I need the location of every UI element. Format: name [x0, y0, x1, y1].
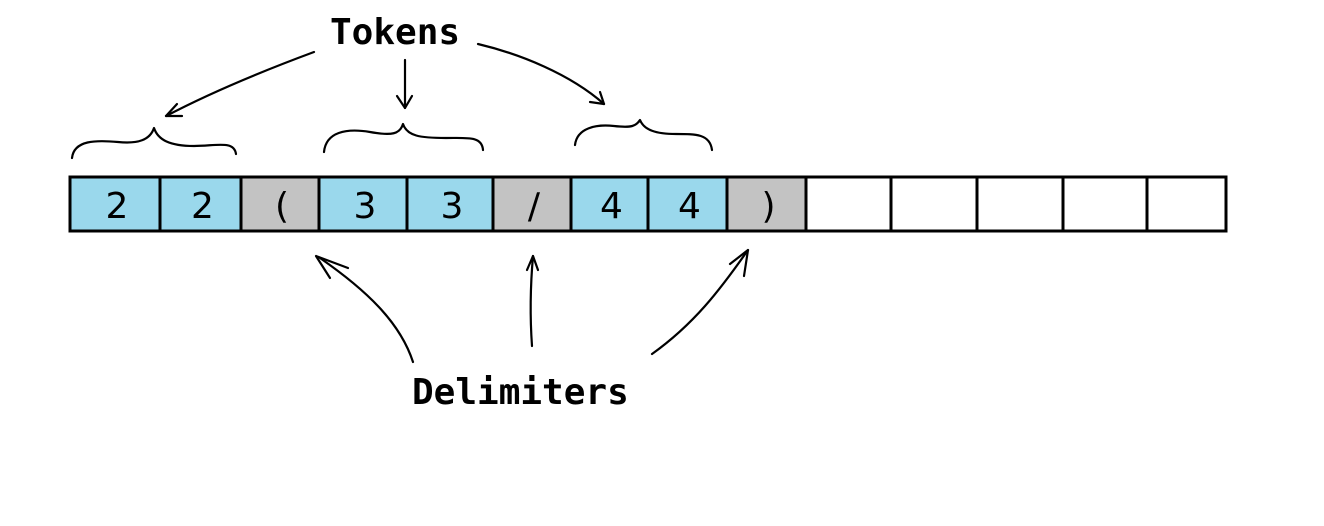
cell-empty: [1061, 175, 1149, 233]
brace-token-group-2: [322, 122, 485, 154]
arrow-tokens-to-group-3: [476, 42, 606, 106]
cell-token-text: 2: [106, 186, 129, 227]
cell-token: [646, 175, 729, 233]
cell-token-text: 4: [600, 186, 623, 227]
arrowhead-delim-close-paren: [728, 248, 750, 278]
cell-delimiter: [725, 175, 808, 233]
arrowhead-tokens-group-3: [588, 90, 606, 106]
cell-delimiter: [239, 175, 321, 233]
cell-empty: [975, 175, 1065, 233]
cell-token: [569, 175, 650, 233]
cell-token-text: 2: [191, 186, 214, 227]
cell-delimiter-text: /: [528, 186, 541, 227]
brace-token-group-1: [70, 126, 238, 160]
tokens-label: Tokens: [330, 12, 461, 53]
arrow-delim-to-slash: [529, 254, 535, 348]
arrowhead-delim-open-paren: [314, 254, 350, 280]
cell-empty: [804, 175, 893, 233]
cell-token: [68, 175, 162, 233]
delimiters-label: Delimiters: [412, 372, 629, 413]
cell-token-text: 3: [354, 186, 377, 227]
cell-token: [158, 175, 243, 233]
cell-token-text: 3: [441, 186, 464, 227]
buffer-cells: 2 2 (3 3 / 4 4): [68, 175, 1228, 233]
arrowhead-tokens-group-2: [395, 94, 414, 110]
arrow-delim-to-close-paren: [650, 248, 750, 356]
arrowhead-delim-slash: [525, 254, 540, 272]
cell-empty: [889, 175, 979, 233]
arrow-tokens-to-group-1: [164, 50, 316, 118]
cell-token-text: 4: [678, 186, 701, 227]
cell-delimiter-text: ): [761, 186, 775, 227]
cell-empty: [1145, 175, 1228, 233]
brace-token-group-3: [573, 118, 714, 152]
arrowhead-tokens-group-1: [164, 102, 184, 118]
arrow-delim-to-open-paren: [318, 256, 415, 364]
cell-delimiter-text: (: [275, 186, 289, 227]
cell-token: [405, 175, 495, 233]
